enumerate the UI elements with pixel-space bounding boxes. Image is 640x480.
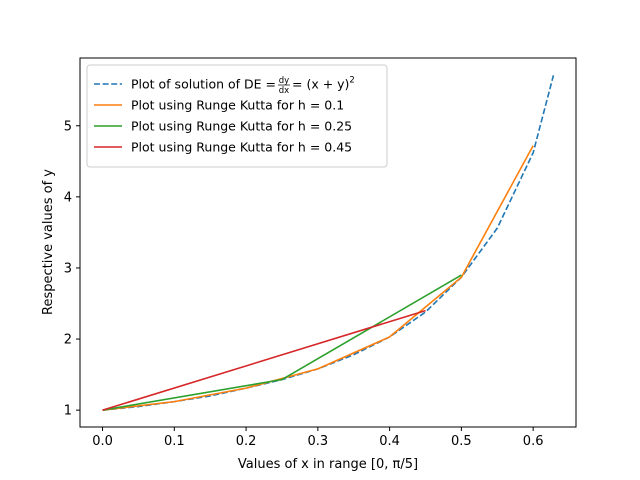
- x-tick-label-5: 0.5: [451, 434, 472, 449]
- series-line-1: [102, 145, 534, 411]
- legend-box: [86, 64, 388, 168]
- legend-label-2: Plot using Runge Kutta for h = 0.25: [131, 119, 352, 134]
- x-tick-label-6: 0.6: [523, 434, 544, 449]
- y-tick-label-2: 3: [64, 261, 72, 276]
- y-tick-label-4: 5: [64, 119, 72, 134]
- x-tick-label-4: 0.4: [379, 434, 400, 449]
- legend-label-1: Plot using Runge Kutta for h = 0.1: [131, 98, 344, 113]
- legend-math-rest: = (x + y)2: [292, 76, 355, 92]
- legend-label-0: Plot of solution of DE =: [131, 77, 276, 92]
- legend-fraction-num: dy: [279, 76, 289, 86]
- ticks-layer: 0.0 0.1 0.2 0.3 0.4 0.5 0.6 1 2 3 4 5: [64, 119, 544, 449]
- y-tick-label-0: 1: [64, 404, 72, 419]
- y-tick-label-1: 2: [64, 333, 72, 348]
- y-axis-label: Respective values of y: [41, 169, 56, 315]
- legend-fraction-den: dx: [279, 86, 289, 96]
- x-tick-label-3: 0.3: [308, 434, 329, 449]
- x-tick-label-0: 0.0: [92, 434, 113, 449]
- series-line-3: [102, 309, 426, 411]
- legend-label-3: Plot using Runge Kutta for h = 0.45: [131, 140, 352, 155]
- series-line-2: [102, 274, 462, 411]
- y-tick-label-3: 4: [64, 190, 72, 205]
- plot-frame: [79, 57, 577, 428]
- series-layer: [102, 75, 555, 411]
- x-tick-label-1: 0.1: [164, 434, 185, 449]
- x-axis-label: Values of x in range [0, π/5]: [238, 457, 418, 472]
- x-tick-label-2: 0.2: [236, 434, 257, 449]
